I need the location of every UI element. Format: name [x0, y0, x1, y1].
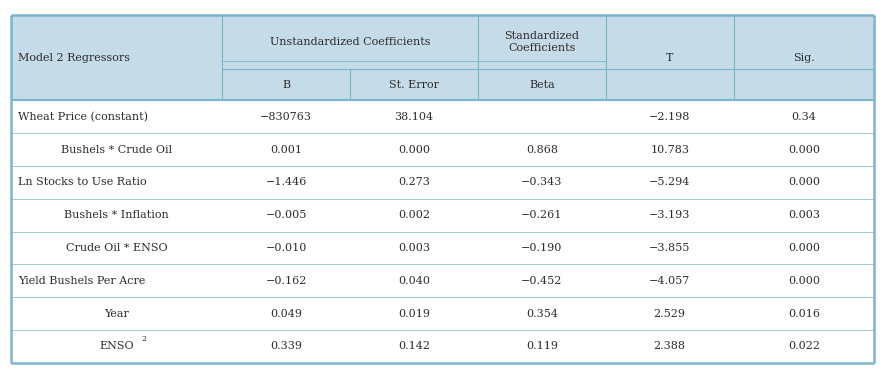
Text: 0.000: 0.000 [788, 276, 820, 286]
Text: −5.294: −5.294 [649, 177, 690, 187]
Text: 0.003: 0.003 [788, 210, 820, 220]
Text: St. Error: St. Error [389, 80, 439, 90]
Text: −3.193: −3.193 [649, 210, 690, 220]
Text: −830763: −830763 [260, 112, 312, 122]
Text: 0.34: 0.34 [791, 112, 817, 122]
Text: −0.162: −0.162 [266, 276, 307, 286]
Text: 0.000: 0.000 [788, 144, 820, 155]
Text: 0.354: 0.354 [526, 309, 558, 319]
Text: Year: Year [104, 309, 129, 319]
Text: Standardized
Coefficients: Standardized Coefficients [504, 31, 580, 53]
Text: 0.022: 0.022 [788, 341, 820, 352]
Text: 2.529: 2.529 [654, 309, 686, 319]
Text: 0.049: 0.049 [270, 309, 302, 319]
Text: 0.142: 0.142 [398, 341, 430, 352]
Text: 0.119: 0.119 [526, 341, 558, 352]
Text: Wheat Price (constant): Wheat Price (constant) [18, 112, 148, 122]
Text: Beta: Beta [529, 80, 555, 90]
Bar [11, 232, 874, 265]
Text: 0.002: 0.002 [398, 210, 430, 220]
Text: 0.019: 0.019 [398, 309, 430, 319]
Text: Unstandardized Coefficients: Unstandardized Coefficients [270, 37, 430, 47]
Text: −4.057: −4.057 [649, 276, 690, 286]
Text: Sig.: Sig. [793, 53, 815, 63]
Text: 0.040: 0.040 [398, 276, 430, 286]
Text: 0.016: 0.016 [788, 309, 820, 319]
Text: 2.388: 2.388 [654, 341, 686, 352]
Bar [11, 15, 874, 100]
Text: Bushels * Inflation: Bushels * Inflation [64, 210, 169, 220]
Text: −1.446: −1.446 [266, 177, 307, 187]
Text: −3.855: −3.855 [649, 243, 690, 253]
Text: 38.104: 38.104 [395, 112, 434, 122]
Text: B: B [282, 80, 290, 90]
Text: 10.783: 10.783 [650, 144, 689, 155]
Text: 2: 2 [142, 335, 146, 343]
Text: −0.005: −0.005 [266, 210, 307, 220]
Text: −0.343: −0.343 [521, 177, 563, 187]
Text: 0.868: 0.868 [526, 144, 558, 155]
Text: ENSO: ENSO [99, 341, 134, 352]
Text: −0.190: −0.190 [521, 243, 563, 253]
Text: 0.000: 0.000 [788, 243, 820, 253]
Text: −2.198: −2.198 [649, 112, 690, 122]
Text: Crude Oil * ENSO: Crude Oil * ENSO [65, 243, 167, 253]
Text: −0.010: −0.010 [266, 243, 307, 253]
Text: Model 2 Regressors: Model 2 Regressors [18, 53, 130, 63]
Bar [11, 100, 874, 133]
Bar [11, 265, 874, 297]
Text: Ln Stocks to Use Ratio: Ln Stocks to Use Ratio [18, 177, 146, 187]
Text: Yield Bushels Per Acre: Yield Bushels Per Acre [18, 276, 145, 286]
Text: 0.339: 0.339 [270, 341, 302, 352]
Bar [11, 297, 874, 330]
Text: 0.003: 0.003 [398, 243, 430, 253]
Bar [11, 199, 874, 232]
Text: 0.000: 0.000 [398, 144, 430, 155]
Text: −0.261: −0.261 [521, 210, 563, 220]
Text: T: T [666, 53, 673, 63]
Bar [11, 330, 874, 363]
Bar [11, 166, 874, 199]
Text: 0.001: 0.001 [270, 144, 302, 155]
Text: −0.452: −0.452 [521, 276, 563, 286]
Bar [11, 133, 874, 166]
Text: 0.000: 0.000 [788, 177, 820, 187]
Text: Bushels * Crude Oil: Bushels * Crude Oil [61, 144, 172, 155]
Text: 0.273: 0.273 [398, 177, 430, 187]
